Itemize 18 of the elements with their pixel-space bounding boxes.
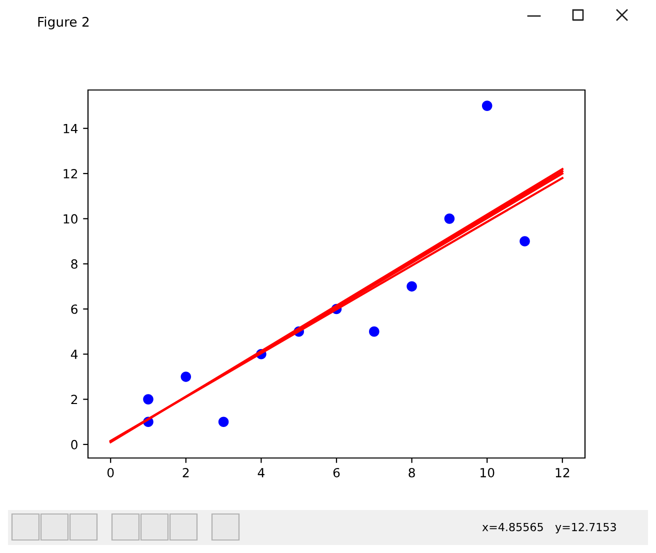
x-tick-label: 0 bbox=[107, 468, 114, 478]
y-tick-label: 4 bbox=[70, 350, 78, 359]
y-tick-label: 2 bbox=[71, 394, 78, 404]
y-tick-label: 14 bbox=[64, 124, 78, 134]
x-tick-label: 6 bbox=[333, 468, 340, 478]
x-tick-label: 12 bbox=[556, 468, 570, 478]
y-tick-label: 10 bbox=[64, 214, 78, 224]
caption: Figure 2 bbox=[38, 16, 89, 30]
y-tick-label: 12 bbox=[64, 169, 78, 178]
y-tick-label: 0 bbox=[71, 440, 78, 450]
x-tick-label: 2 bbox=[182, 468, 189, 478]
y-tick-label: 8 bbox=[71, 259, 78, 269]
text: y=12.7153 bbox=[555, 522, 616, 534]
x-tick-label: 10 bbox=[480, 468, 494, 478]
y-tick-label: 6 bbox=[71, 304, 78, 314]
x-tick-label: 8 bbox=[408, 468, 415, 478]
x-tick-label: 4 bbox=[258, 468, 264, 478]
text: x=4.85565 bbox=[482, 522, 543, 532]
